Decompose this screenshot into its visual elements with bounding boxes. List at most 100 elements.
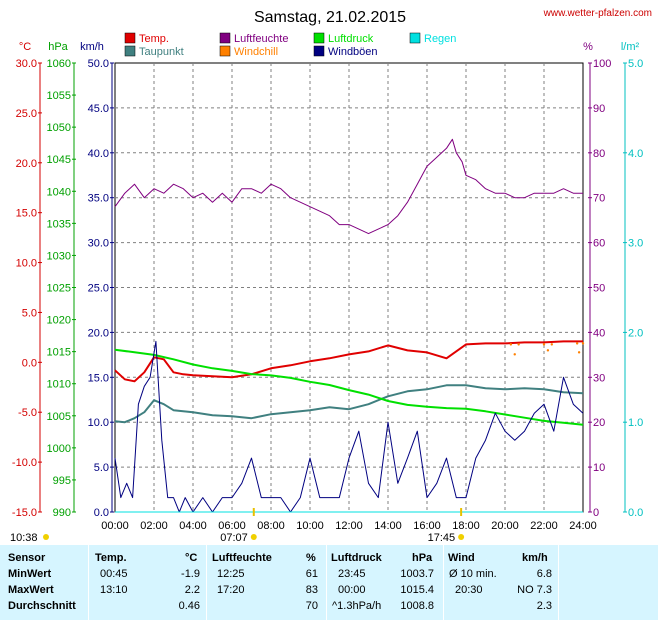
stats-press-time: 00:00: [338, 584, 366, 596]
press-tick-label: 1005: [47, 411, 71, 423]
rain-tick-label: 0.0: [628, 507, 643, 519]
stats-row-label: Durchschnitt: [8, 600, 76, 612]
stats-hum-value: 70: [305, 600, 318, 612]
legend-label: Luftdruck: [328, 33, 374, 45]
legend-swatch: [313, 32, 325, 44]
series-line-luftfeuchte: [114, 138, 583, 235]
press-tick-label: 1040: [47, 186, 71, 198]
rain-tick-label: 3.0: [628, 238, 643, 250]
windchill-point: [577, 351, 581, 354]
source-link[interactable]: www.wetter-pfalzen.com: [543, 8, 652, 19]
stats-wind-desc: Ø 10 min.: [449, 568, 497, 580]
stats-header-press: Luftdruck: [331, 552, 382, 564]
x-tick-label: 18:00: [452, 520, 480, 532]
stats-temp-time: 13:10: [100, 584, 128, 596]
hum-tick-label: 10: [593, 462, 605, 474]
press-tick-label: 1035: [47, 218, 71, 230]
rain-tick-label: 1.0: [628, 417, 643, 429]
hum-tick-label: 20: [593, 417, 605, 429]
weather-chart: Samstag, 21.02.2015 www.wetter-pfalzen.c…: [10, 8, 652, 544]
stats-divider: [206, 545, 207, 620]
stats-header-temp: Temp.: [95, 552, 127, 564]
windchill-point: [517, 343, 520, 346]
wind-tick-label: 35.0: [88, 193, 109, 205]
temp-tick-label: -10.0: [12, 457, 37, 469]
wind-tick-label: 45.0: [88, 103, 109, 115]
legend-label: Luftfeuchte: [234, 33, 288, 45]
temp-unit-label: °C: [19, 41, 31, 53]
stats-header-temp-unit: °C: [185, 552, 198, 564]
stats-temp-value: 2.2: [184, 584, 200, 596]
chart-title: Samstag, 21.02.2015: [254, 9, 406, 26]
x-tick-label: 06:00: [218, 520, 246, 532]
axes: 30.0 25.0 20.0 15.0 10.0 5.0 0.0 -5.0 -10.0 -15.0…: [12, 58, 643, 532]
series-line-taupunkt: [114, 384, 584, 424]
wind-tick-label: 40.0: [88, 148, 109, 160]
hum-tick-label: 50: [593, 283, 605, 295]
hum-tick-label: 90: [593, 103, 605, 115]
legend-label: Taupunkt: [139, 46, 184, 58]
wind-tick-label: 15.0: [88, 372, 109, 384]
stats-wind-desc: 20:30: [455, 584, 483, 596]
windchill-point: [542, 343, 546, 346]
stats-hum-value: 61: [305, 568, 318, 580]
wind-tick-label: 50.0: [88, 58, 109, 70]
stats-panel: Sensor Temp. °C Luftfeuchte % Luftdruck …: [0, 545, 658, 620]
hum-tick-label: 40: [593, 327, 605, 339]
stats-press-value: 1003.7: [400, 568, 434, 580]
press-tick-label: 1025: [47, 283, 71, 295]
x-tick-label: 14:00: [374, 520, 402, 532]
x-tick-label: 00:00: [101, 520, 129, 532]
moon-sun-icon: [43, 534, 49, 540]
stats-header-press-unit: hPa: [412, 552, 433, 564]
stats-wind-value: 2.3: [536, 600, 552, 612]
wind-tick-label: 10.0: [88, 417, 109, 429]
wind-unit-label: km/h: [80, 41, 104, 53]
stats-hum-time: 12:25: [217, 568, 245, 580]
stats-divider: [443, 545, 444, 620]
windchill-point: [546, 349, 550, 352]
rain-tick-label: 2.0: [628, 327, 643, 339]
stats-hum-time: 17:20: [217, 584, 245, 596]
sun-markers: 07:07 17:45 10:38: [10, 508, 465, 544]
series-line-luftdruck: [114, 348, 584, 426]
x-tick-label: 20:00: [491, 520, 519, 532]
press-tick-label: 1060: [47, 58, 71, 70]
series: [114, 138, 585, 513]
grid: [114, 62, 584, 513]
rain-tick-label: 4.0: [628, 148, 643, 160]
hum-unit-label: %: [583, 41, 593, 53]
legend-label: Temp.: [139, 33, 169, 45]
temp-tick-label: 10.0: [16, 258, 37, 270]
stats-row-label: MinWert: [8, 568, 52, 580]
sunset-time: 17:45: [428, 532, 456, 544]
stats-divider: [88, 545, 89, 620]
windchill-point: [575, 342, 579, 345]
windchill-point: [509, 343, 513, 346]
stats-temp-value: 0.46: [178, 600, 200, 612]
press-tick-label: 1010: [47, 379, 71, 391]
stats-press-trend: ^1.3hPa/h: [332, 600, 382, 612]
rain-tick-label: 5.0: [628, 58, 643, 70]
legend-swatch: [219, 32, 231, 44]
press-tick-label: 1055: [47, 90, 71, 102]
legend-swatch: [124, 45, 136, 57]
press-tick-label: 1000: [47, 443, 71, 455]
hum-tick-label: 0: [593, 507, 599, 519]
x-tick-label: 24:00: [569, 520, 597, 532]
x-tick-label: 08:00: [257, 520, 285, 532]
rain-unit-label: l/m²: [621, 41, 640, 53]
temp-tick-label: -5.0: [18, 407, 37, 419]
temp-tick-label: 25.0: [16, 108, 37, 120]
windchill-point: [550, 343, 553, 346]
press-unit-label: hPa: [48, 41, 68, 53]
wind-tick-label: 20.0: [88, 327, 109, 339]
legend-label: Windböen: [328, 46, 378, 58]
legend-label: Windchill: [234, 46, 278, 58]
temp-tick-label: 5.0: [22, 307, 37, 319]
stats-press-time: 23:45: [338, 568, 366, 580]
stats-wind-value: NO 7.3: [517, 584, 552, 596]
stats-divider: [326, 545, 327, 620]
stats-press-value: 1015.4: [400, 584, 434, 596]
